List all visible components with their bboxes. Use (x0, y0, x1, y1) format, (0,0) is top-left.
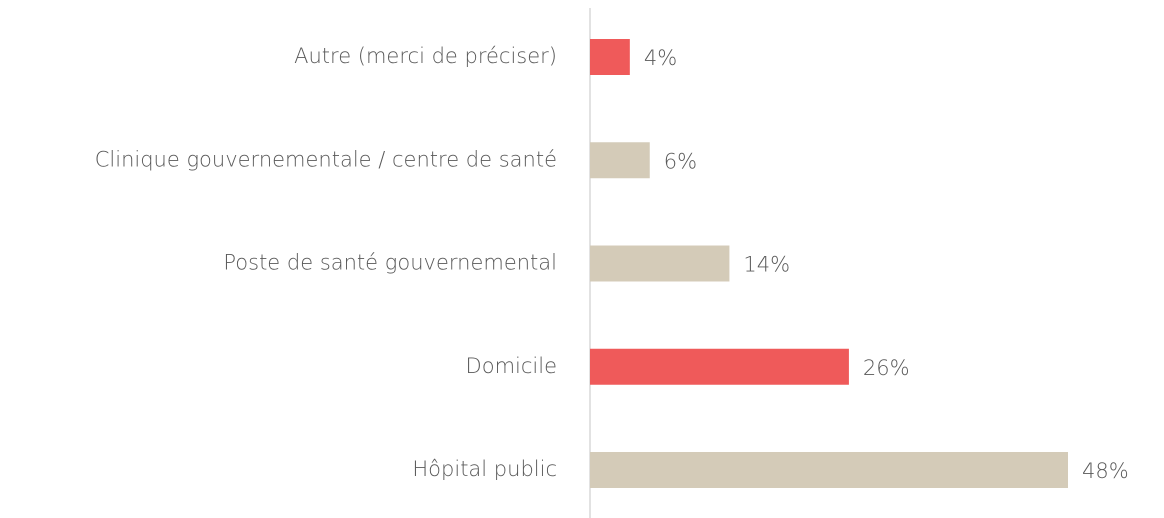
value-label: 26% (863, 356, 910, 380)
bar (590, 348, 849, 385)
category-label: Clinique gouvernementale / centre de san… (95, 147, 557, 171)
category-label: Hôpital public (412, 457, 557, 481)
category-label: Poste de santé gouvernemental (223, 251, 557, 275)
category-label: Autre (merci de préciser) (294, 44, 557, 68)
bar (590, 39, 630, 75)
bar (590, 245, 730, 282)
value-label: 6% (664, 149, 697, 173)
value-label: 48% (1082, 459, 1129, 483)
category-label: Domicile (466, 354, 557, 378)
value-label: 14% (743, 253, 790, 277)
value-label: 4% (644, 46, 677, 70)
bar (590, 142, 650, 179)
bar (590, 452, 1068, 488)
